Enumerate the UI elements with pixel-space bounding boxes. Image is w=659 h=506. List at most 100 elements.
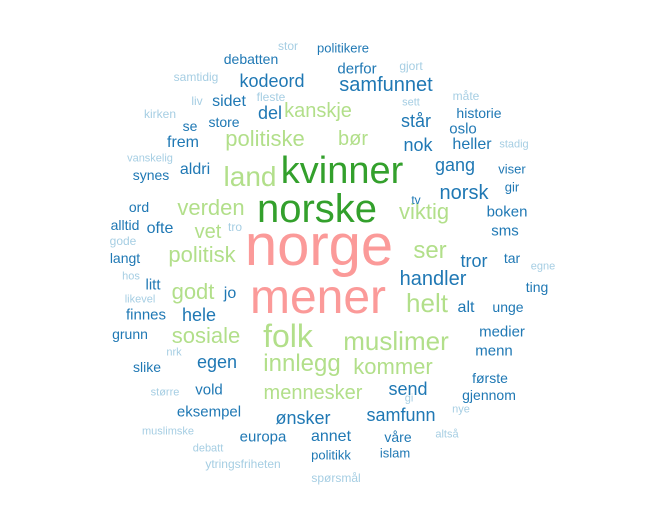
- word-menn: menn: [475, 342, 513, 360]
- word-finnes: finnes: [125, 306, 167, 324]
- word-tar: tar: [503, 250, 521, 266]
- word-altsa: altså: [435, 428, 459, 441]
- word-viser: viser: [498, 161, 526, 177]
- word-vold: vold: [195, 381, 223, 399]
- word-vare: våre: [384, 429, 412, 445]
- word-muslimer: muslimer: [343, 326, 449, 356]
- word-annet: annet: [310, 428, 352, 445]
- word-land: land: [223, 161, 277, 192]
- word-kirken: kirken: [143, 107, 177, 121]
- word-egne: egne: [530, 260, 556, 273]
- word-langt: langt: [109, 250, 141, 266]
- word-historie: historie: [456, 105, 502, 121]
- word-europa: europa: [239, 428, 287, 446]
- word-ser: ser: [413, 237, 447, 264]
- word-vanskelig: vanskelig: [127, 152, 173, 165]
- word-eksempel: eksempel: [176, 403, 242, 421]
- word-hele: hele: [181, 305, 217, 325]
- word-sett: sett: [402, 96, 420, 109]
- word-stadig: stadig: [499, 138, 529, 151]
- word-helt: helt: [406, 288, 448, 318]
- word-politisk: politisk: [168, 242, 236, 267]
- word-sms: sms: [491, 222, 519, 240]
- word-verden: verden: [177, 195, 245, 220]
- word-frem: frem: [167, 134, 199, 151]
- word-vet: vet: [194, 221, 222, 243]
- word-bor: bør: [338, 128, 368, 150]
- word-nrk: nrk: [166, 346, 182, 359]
- word-norske: norske: [256, 187, 378, 231]
- word-innlegg: innlegg: [263, 350, 341, 377]
- word-kommer: kommer: [353, 354, 433, 379]
- word-kvinner: kvinner: [280, 150, 404, 192]
- word-mener: mener: [249, 271, 387, 324]
- word-politikere: politikere: [316, 40, 370, 56]
- word-gode: gode: [109, 234, 137, 248]
- word-sosiale: sosiale: [171, 323, 241, 348]
- word-tror: tror: [460, 251, 488, 271]
- word-medier: medier: [479, 323, 525, 341]
- word-politikk: politikk: [311, 447, 351, 463]
- word-viktig: viktig: [398, 199, 450, 224]
- word-gi: gi: [404, 392, 414, 405]
- word-tv: tv: [411, 193, 421, 207]
- word-handler: handler: [399, 268, 467, 290]
- word-sidet: sidet: [212, 93, 246, 110]
- word-debatt: debatt: [192, 442, 224, 455]
- word-litt: litt: [145, 276, 161, 294]
- word-boken: boken: [486, 203, 528, 221]
- word-gang: gang: [434, 155, 476, 175]
- word-star: står: [400, 111, 432, 131]
- word-fleste: fleste: [256, 90, 286, 104]
- word-nok: nok: [403, 135, 433, 155]
- word-gir: gir: [504, 179, 520, 195]
- word-folk: folk: [263, 318, 313, 354]
- word-samfunnet: samfunnet: [339, 74, 433, 96]
- word-norge: norge: [244, 213, 394, 278]
- word-liv: liv: [191, 94, 203, 108]
- word-kodeord: kodeord: [239, 71, 305, 91]
- word-ting: ting: [525, 279, 549, 295]
- word-tro: tro: [227, 220, 243, 234]
- word-likevel: likevel: [124, 293, 156, 306]
- word-stor: stor: [277, 39, 299, 53]
- word-kanskje: kanskje: [284, 100, 352, 122]
- word-oslo: oslo: [449, 120, 477, 138]
- word-debatten: debatten: [223, 51, 279, 67]
- word-muslimske: muslimske: [142, 425, 194, 438]
- word-islam: islam: [379, 445, 411, 461]
- word-mate: måte: [452, 89, 480, 103]
- word-slike: slike: [132, 359, 162, 375]
- word-aldri: aldri: [179, 161, 211, 178]
- word-store: store: [208, 114, 240, 130]
- word-nye: nye: [452, 403, 470, 416]
- word-alltid: alltid: [110, 217, 140, 233]
- word-forste: første: [472, 370, 508, 386]
- word-jo: jo: [223, 285, 237, 302]
- word-se: se: [182, 118, 198, 134]
- word-hos: hos: [122, 270, 140, 283]
- word-gjort: gjort: [399, 59, 423, 73]
- word-synes: synes: [132, 167, 170, 183]
- word-del: del: [257, 103, 283, 123]
- word-grunn: grunn: [112, 326, 148, 342]
- word-sporsmal: spørsmål: [311, 471, 361, 485]
- word-ofte: ofte: [146, 220, 174, 237]
- word-godt: godt: [171, 279, 215, 304]
- word-send: send: [388, 379, 428, 399]
- word-storre: større: [150, 386, 180, 399]
- word-ytringsfriheten: ytringsfriheten: [205, 457, 281, 471]
- word-politiske: politiske: [225, 126, 305, 151]
- word-ord: ord: [128, 199, 150, 215]
- word-heller: heller: [452, 136, 492, 153]
- word-unge: unge: [492, 299, 524, 315]
- word-norsk: norsk: [439, 182, 489, 204]
- word-samfunn: samfunn: [366, 405, 436, 425]
- word-onsker: ønsker: [275, 408, 331, 428]
- word-samtidig: samtidig: [173, 70, 219, 84]
- word-alt: alt: [457, 299, 475, 316]
- word-mennesker: mennesker: [263, 382, 363, 404]
- word-gjennom: gjennom: [462, 387, 516, 403]
- word-egen: egen: [196, 352, 238, 372]
